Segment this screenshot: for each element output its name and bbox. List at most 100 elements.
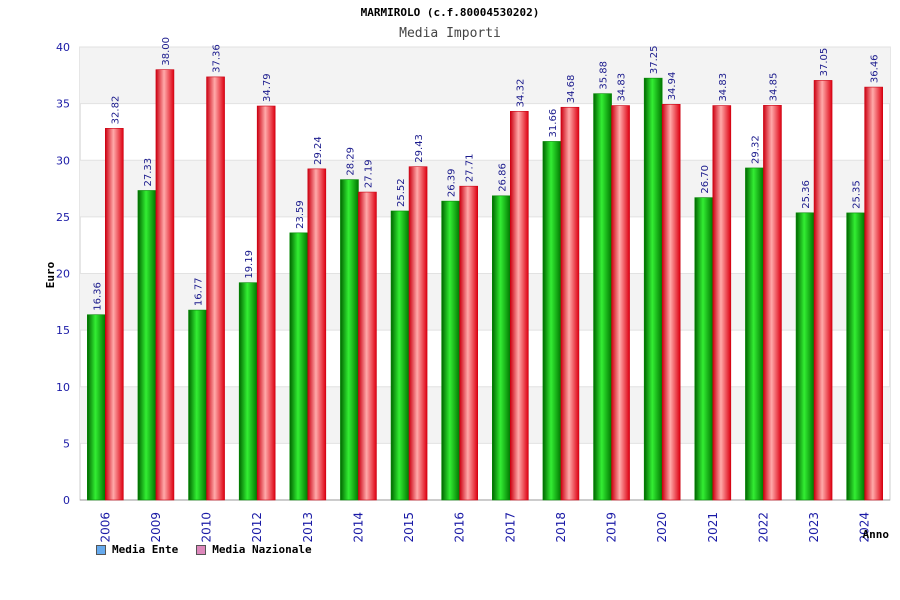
bar-media-nazionale-2022 (763, 105, 782, 501)
y-tick-label: 40 (56, 41, 70, 54)
bar-value-label: 34.83 (617, 73, 628, 102)
bar-media-ente-2018 (542, 141, 562, 501)
legend: Media Ente Media Nazionale (96, 543, 312, 556)
chart-title: MARMIROLO (c.f.80004530202) (361, 6, 540, 19)
bar-value-label: 23.59 (295, 200, 306, 229)
x-tick-label: 2020 (655, 512, 669, 543)
x-tick-label: 2006 (98, 512, 112, 543)
bar-value-label: 34.32 (515, 79, 526, 108)
bar-media-ente-2022 (745, 167, 764, 501)
bar-media-ente-2020 (643, 77, 663, 501)
bar-media-nazionale-2012 (256, 105, 276, 501)
bar-value-label: 29.24 (313, 136, 324, 165)
bar-media-nazionale-2024 (864, 86, 883, 501)
bar-media-ente-2016 (441, 200, 460, 501)
y-axis-label: Euro (44, 261, 57, 288)
x-tick-label: 2012 (250, 512, 264, 543)
bar-value-label: 34.79 (262, 73, 273, 102)
bar-value-label: 36.46 (870, 54, 881, 83)
bar-value-label: 26.70 (700, 165, 711, 194)
bar-value-label: 16.77 (194, 277, 205, 306)
x-axis-label: Anno (863, 528, 890, 541)
x-tick-label: 2010 (200, 512, 214, 543)
bar-media-nazionale-2023 (813, 80, 833, 501)
bar-value-label: 19.19 (244, 250, 255, 279)
bar-value-label: 16.36 (92, 282, 103, 311)
x-tick-label: 2017 (503, 512, 517, 543)
bar-value-label: 29.32 (750, 135, 761, 164)
x-tick-label: 2023 (807, 512, 821, 543)
legend-label-media-ente: Media Ente (112, 543, 179, 556)
bar-media-nazionale-2019 (611, 105, 630, 501)
bar-value-label: 31.66 (548, 109, 559, 138)
bar-value-label: 37.05 (819, 48, 830, 77)
bar-media-ente-2010 (188, 309, 207, 501)
bar-value-label: 25.52 (396, 178, 407, 207)
bar-media-ente-2013 (289, 232, 309, 501)
bar-media-nazionale-2018 (560, 106, 580, 501)
bar-value-label: 37.25 (649, 46, 660, 75)
bar-media-ente-2009 (137, 190, 157, 501)
bar-value-label: 34.94 (667, 72, 678, 101)
bar-media-ente-2021 (694, 197, 714, 501)
y-tick-label: 5 (63, 437, 70, 450)
bar-media-nazionale-2017 (510, 111, 529, 501)
x-tick-label: 2018 (554, 512, 568, 543)
bar-media-ente-2006 (87, 314, 106, 501)
bar-value-label: 26.86 (497, 163, 508, 192)
y-tick-label: 30 (56, 154, 70, 167)
x-tick-label: 2015 (402, 512, 416, 543)
y-tick-label: 20 (56, 268, 70, 281)
y-tick-label: 25 (56, 211, 70, 224)
bar-value-label: 27.19 (363, 159, 374, 188)
bar-value-label: 37.36 (212, 44, 223, 73)
bar-media-nazionale-2020 (661, 104, 681, 501)
bar-media-nazionale-2013 (307, 168, 327, 501)
bar-value-label: 27.33 (143, 158, 154, 187)
legend-swatch-media-ente (96, 544, 106, 555)
bar-value-label: 34.85 (768, 73, 779, 102)
chart-subtitle: Media Importi (399, 26, 501, 41)
x-tick-label: 2013 (301, 512, 315, 543)
legend-item-media-ente: Media Ente (96, 543, 178, 556)
bar-media-nazionale-2016 (459, 185, 478, 501)
bar-media-ente-2023 (795, 212, 815, 501)
legend-swatch-media-nazionale (196, 544, 207, 555)
bar-media-ente-2012 (238, 282, 258, 501)
bar-value-label: 34.83 (718, 73, 729, 102)
bar-value-label: 34.68 (566, 75, 577, 104)
bar-media-ente-2015 (390, 210, 410, 501)
y-tick-label: 35 (56, 98, 70, 111)
legend-label-media-nazionale: Media Nazionale (212, 543, 312, 556)
bar-value-label: 38.00 (161, 37, 172, 66)
bar-media-ente-2019 (593, 93, 612, 501)
bar-value-label: 32.82 (110, 96, 121, 125)
bar-media-ente-2014 (340, 179, 359, 501)
x-tick-label: 2016 (453, 512, 467, 543)
bar-media-ente-2024 (846, 212, 865, 501)
bar-value-label: 26.39 (447, 168, 458, 197)
bar-value-label: 35.88 (599, 61, 610, 90)
y-tick-label: 0 (63, 494, 70, 507)
bar-media-nazionale-2009 (155, 69, 175, 501)
bar-media-ente-2017 (492, 195, 511, 501)
bar-media-nazionale-2010 (206, 76, 225, 501)
x-tick-label: 2024 (858, 512, 872, 543)
x-tick-label: 2019 (605, 512, 619, 543)
bar-value-label: 25.36 (801, 180, 812, 209)
bar-media-nazionale-2015 (408, 166, 428, 501)
bar-media-nazionale-2014 (358, 191, 377, 501)
x-tick-label: 2009 (149, 512, 163, 543)
bar-media-nazionale-2021 (712, 105, 732, 501)
x-tick-label: 2021 (706, 512, 720, 543)
bar-value-label: 29.43 (414, 134, 425, 163)
bar-value-label: 27.71 (465, 154, 476, 183)
x-tick-label: 2022 (756, 512, 770, 543)
y-tick-label: 10 (56, 381, 70, 394)
y-tick-label: 15 (56, 324, 70, 337)
bar-value-label: 25.35 (852, 180, 863, 209)
bar-media-nazionale-2006 (105, 128, 124, 501)
legend-item-media-nazionale: Media Nazionale (196, 543, 312, 556)
x-tick-label: 2014 (351, 512, 365, 543)
